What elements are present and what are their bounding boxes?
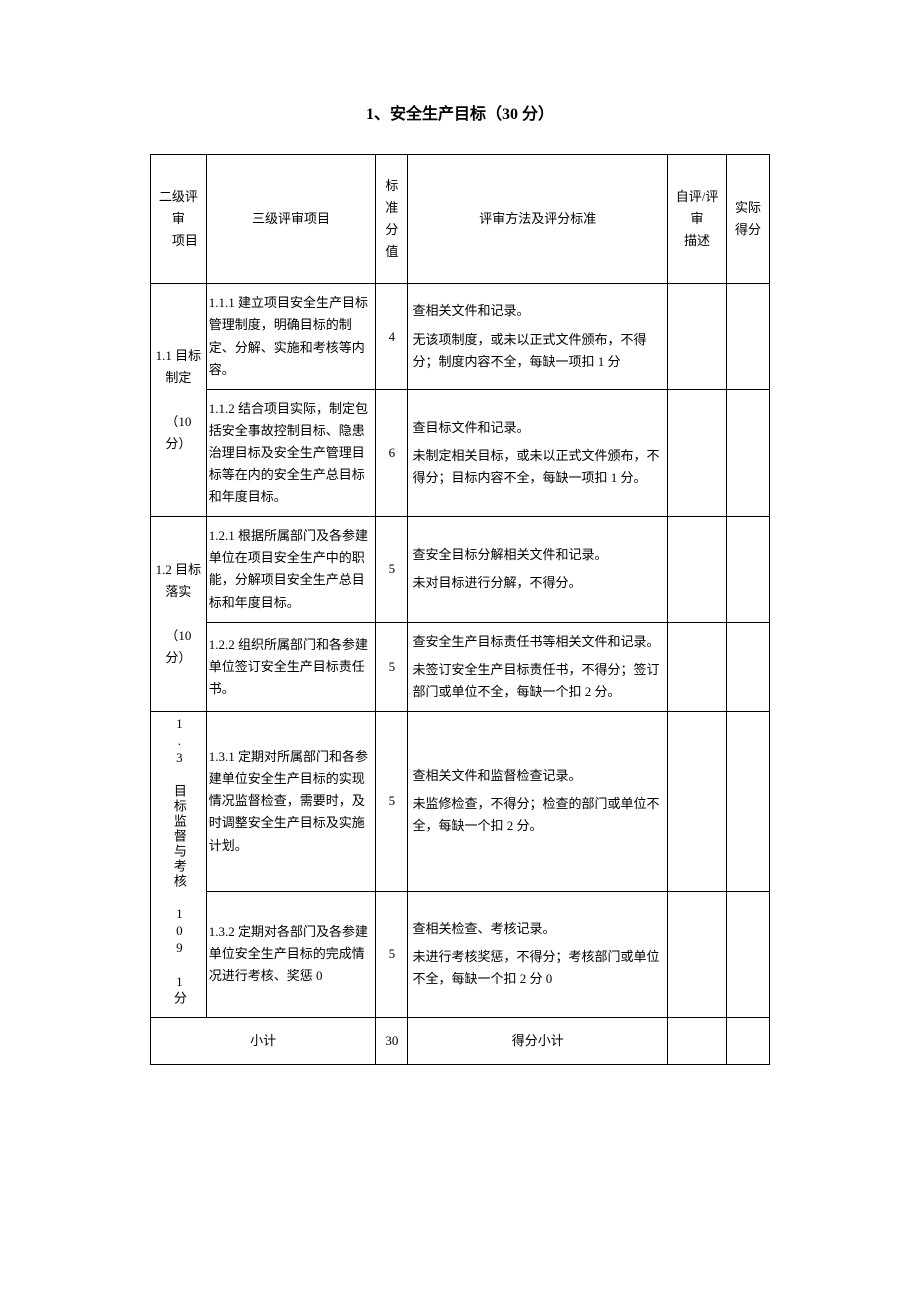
- method-cell: 查相关检查、考核记录。 未进行考核奖惩，不得分；考核部门或单位不全，每缺一个扣 …: [408, 891, 668, 1017]
- self-review-cell: [668, 622, 727, 711]
- actual-score-cell: [727, 284, 770, 389]
- subtotal-row: 小计 30 得分小计: [151, 1017, 770, 1064]
- subtotal-label: 小计: [151, 1017, 376, 1064]
- score-cell: 5: [376, 517, 408, 622]
- actual-score-cell: [727, 622, 770, 711]
- header-level2: 二级评审 项目: [151, 155, 207, 284]
- header-method: 评审方法及评分标准: [408, 155, 668, 284]
- score-cell: 5: [376, 622, 408, 711]
- score-cell: 5: [376, 891, 408, 1017]
- level3-cell: 1.3.2 定期对各部门及各参建单位安全生产目标的完成情况进行考核、奖惩 0: [206, 891, 376, 1017]
- actual-score-cell: [727, 711, 770, 891]
- self-review-cell: [668, 389, 727, 516]
- actual-score-cell: [727, 1017, 770, 1064]
- method-cell: 查安全生产目标责任书等相关文件和记录。 未签订安全生产目标责任书，不得分；签订部…: [408, 622, 668, 711]
- subtotal-score: 30: [376, 1017, 408, 1064]
- level2-cell: 1.2 目标落实（10分）: [151, 517, 207, 712]
- method-cell: 查相关文件和监督检查记录。 未监修检查，不得分；检查的部门或单位不全，每缺一个扣…: [408, 711, 668, 891]
- self-review-cell: [668, 1017, 727, 1064]
- self-review-cell: [668, 711, 727, 891]
- table-row: 1.1 目标制定（10分） 1.1.1 建立项目安全生产目标管理制度，明确目标的…: [151, 284, 770, 389]
- header-score: 标准分值: [376, 155, 408, 284]
- table-row: 1.3 目标监督与考核 109 1分 1.3.1 定期对所属部门和各参建单位安全…: [151, 711, 770, 891]
- evaluation-table: 二级评审 项目 三级评审项目 标准分值 评审方法及评分标准 自评/评审描述 实际…: [150, 154, 770, 1065]
- actual-score-cell: [727, 517, 770, 622]
- self-review-cell: [668, 517, 727, 622]
- header-level3: 三级评审项目: [206, 155, 376, 284]
- table-row: 1.1.2 结合项目实际，制定包括安全事故控制目标、隐患治理目标及安全生产管理目…: [151, 389, 770, 516]
- method-cell: 查相关文件和记录。 无该项制度，或未以正式文件颁布，不得分；制度内容不全，每缺一…: [408, 284, 668, 389]
- document-title: 1、安全生产目标（30 分）: [150, 100, 770, 124]
- method-cell: 查目标文件和记录。 未制定相关目标，或未以正式文件颁布，不得分；目标内容不全，每…: [408, 389, 668, 516]
- level3-cell: 1.1.1 建立项目安全生产目标管理制度，明确目标的制定、分解、实施和考核等内容…: [206, 284, 376, 389]
- score-cell: 4: [376, 284, 408, 389]
- actual-score-cell: [727, 891, 770, 1017]
- self-review-cell: [668, 284, 727, 389]
- level2-cell: 1.3 目标监督与考核 109 1分: [151, 711, 207, 1017]
- level3-cell: 1.1.2 结合项目实际，制定包括安全事故控制目标、隐患治理目标及安全生产管理目…: [206, 389, 376, 516]
- table-row: 1.2.2 组织所属部门和各参建单位签订安全生产目标责任书。 5 查安全生产目标…: [151, 622, 770, 711]
- level3-cell: 1.3.1 定期对所属部门和各参建单位安全生产目标的实现情况监督检查，需要时，及…: [206, 711, 376, 891]
- header-actual: 实际得分: [727, 155, 770, 284]
- method-cell: 查安全目标分解相关文件和记录。 未对目标进行分解，不得分。: [408, 517, 668, 622]
- subtotal-score-label: 得分小计: [408, 1017, 668, 1064]
- table-row: 1.2 目标落实（10分） 1.2.1 根据所属部门及各参建单位在项目安全生产中…: [151, 517, 770, 622]
- header-self-review: 自评/评审描述: [668, 155, 727, 284]
- self-review-cell: [668, 891, 727, 1017]
- header-row: 二级评审 项目 三级评审项目 标准分值 评审方法及评分标准 自评/评审描述 实际…: [151, 155, 770, 284]
- score-cell: 6: [376, 389, 408, 516]
- level2-cell: 1.1 目标制定（10分）: [151, 284, 207, 517]
- level3-cell: 1.2.1 根据所属部门及各参建单位在项目安全生产中的职能，分解项目安全生产总目…: [206, 517, 376, 622]
- table-row: 1.3.2 定期对各部门及各参建单位安全生产目标的完成情况进行考核、奖惩 0 5…: [151, 891, 770, 1017]
- level3-cell: 1.2.2 组织所属部门和各参建单位签订安全生产目标责任书。: [206, 622, 376, 711]
- actual-score-cell: [727, 389, 770, 516]
- score-cell: 5: [376, 711, 408, 891]
